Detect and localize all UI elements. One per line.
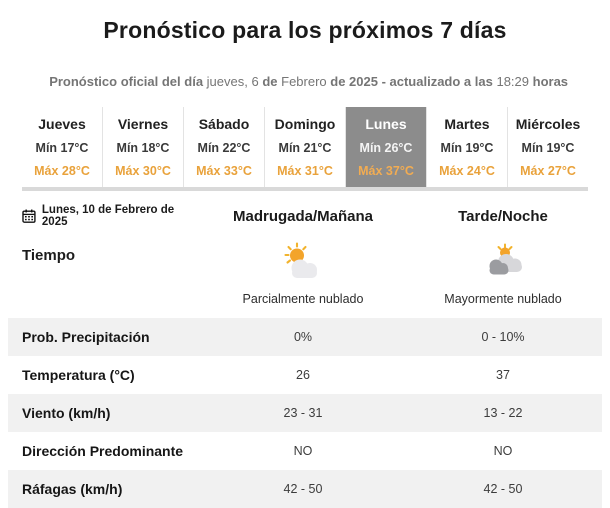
row-value-evening: 37 (496, 368, 510, 383)
day-name: Sábado (198, 116, 250, 133)
condition-evening: Mayormente nublado (404, 241, 602, 306)
condition-label: Parcialmente nublado (242, 292, 364, 307)
row-label: Dirección Predominante (22, 443, 184, 460)
row-label: Ráfagas (km/h) (22, 481, 123, 498)
week-strip: Jueves Mín 17°C Máx 28°C Viernes Mín 18°… (22, 107, 588, 192)
day-cell-jueves[interactable]: Jueves Mín 17°C Máx 28°C (22, 107, 102, 188)
column-header-evening: Tarde/Noche (458, 207, 548, 225)
row-value-morning: 26 (296, 368, 310, 383)
day-max-temp: Máx 30°C (115, 164, 171, 179)
row-value-morning: 42 - 50 (283, 482, 323, 497)
day-min-temp: Mín 19°C (521, 141, 575, 156)
day-cell-viernes[interactable]: Viernes Mín 18°C Máx 30°C (102, 107, 183, 188)
subtitle-segment: 18:29 (496, 74, 533, 90)
table-row-wind-direction: Dirección Predominante NO NO (8, 432, 602, 470)
row-label: Temperatura (°C) (22, 367, 135, 384)
table-row-temperature: Temperatura (°C) 26 37 (8, 356, 602, 394)
day-name: Miércoles (515, 116, 581, 133)
day-max-temp: Máx 31°C (277, 164, 333, 179)
row-value-morning: 23 - 31 (283, 406, 323, 421)
day-name: Domingo (274, 116, 336, 133)
day-min-temp: Mín 22°C (197, 141, 251, 156)
row-value-evening: 0 - 10% (481, 330, 525, 345)
day-name: Viernes (117, 116, 169, 133)
condition-morning: Parcialmente nublado (202, 241, 404, 306)
day-cell-miercoles[interactable]: Miércoles Mín 19°C Máx 27°C (507, 107, 588, 188)
detail-header: Lunes, 10 de Febrero de 2025 Madrugada/M… (8, 191, 602, 237)
day-cell-martes[interactable]: Martes Mín 19°C Máx 24°C (426, 107, 507, 188)
day-min-temp: Mín 19°C (440, 141, 494, 156)
row-value-evening: 42 - 50 (483, 482, 523, 497)
row-value-morning: NO (293, 444, 313, 459)
day-cell-lunes-selected[interactable]: Lunes Mín 26°C Máx 37°C (345, 107, 426, 188)
forecast-subtitle: Pronóstico oficial del día jueves, 6 de … (0, 59, 610, 89)
table-row-gusts: Ráfagas (km/h) 42 - 50 42 - 50 (8, 470, 602, 508)
day-cell-sabado[interactable]: Sábado Mín 22°C Máx 33°C (183, 107, 264, 188)
page-title: Pronóstico para los próximos 7 días (103, 17, 507, 43)
day-min-temp: Mín 18°C (116, 141, 170, 156)
day-max-temp: Máx 27°C (520, 164, 576, 179)
day-max-temp: Máx 33°C (196, 164, 252, 179)
table-row-precipitation: Prob. Precipitación 0% 0 - 10% (8, 318, 602, 357)
subtitle-segment: de (262, 74, 282, 90)
subtitle-segment: Febrero (281, 74, 331, 90)
row-label: Prob. Precipitación (22, 329, 150, 346)
day-cell-domingo[interactable]: Domingo Mín 21°C Máx 31°C (264, 107, 345, 188)
table-row-wind: Viento (km/h) 23 - 31 13 - 22 (8, 394, 602, 433)
day-name: Martes (444, 116, 490, 133)
subtitle-segment: Pronóstico oficial del día (49, 74, 207, 90)
day-name: Jueves (38, 116, 86, 133)
day-min-temp: Mín 26°C (359, 141, 413, 156)
day-max-temp: Máx 24°C (439, 164, 495, 179)
row-value-evening: 13 - 22 (483, 406, 523, 421)
column-header-morning: Madrugada/Mañana (232, 207, 374, 225)
day-name: Lunes (365, 116, 407, 133)
subtitle-segment: horas (532, 74, 569, 90)
row-value-morning: 0% (293, 330, 313, 345)
selected-date-label: Lunes, 10 de Febrero de 2025 (8, 204, 202, 228)
calendar-icon (22, 209, 36, 224)
weather-row-label: Tiempo (22, 247, 76, 265)
day-max-temp: Máx 37°C (358, 164, 414, 179)
forecast-detail-table: Prob. Precipitación 0% 0 - 10% Temperatu… (0, 318, 610, 508)
day-min-temp: Mín 21°C (278, 141, 332, 156)
day-max-temp: Máx 28°C (34, 164, 90, 179)
sun-behind-clouds-icon (489, 243, 522, 275)
day-min-temp: Mín 17°C (35, 141, 89, 156)
subtitle-segment: de 2025 - actualizado a las (330, 74, 497, 90)
selected-date-text: Lunes, 10 de Febrero de 2025 (41, 204, 175, 229)
subtitle-segment: jueves, 6 (206, 74, 263, 90)
weather-row: Tiempo Parcialmente nublado (8, 237, 602, 318)
row-value-evening: NO (493, 444, 513, 459)
condition-label: Mayormente nublado (444, 292, 562, 307)
sun-behind-cloud-icon (284, 242, 317, 279)
row-label: Viento (km/h) (22, 405, 111, 422)
